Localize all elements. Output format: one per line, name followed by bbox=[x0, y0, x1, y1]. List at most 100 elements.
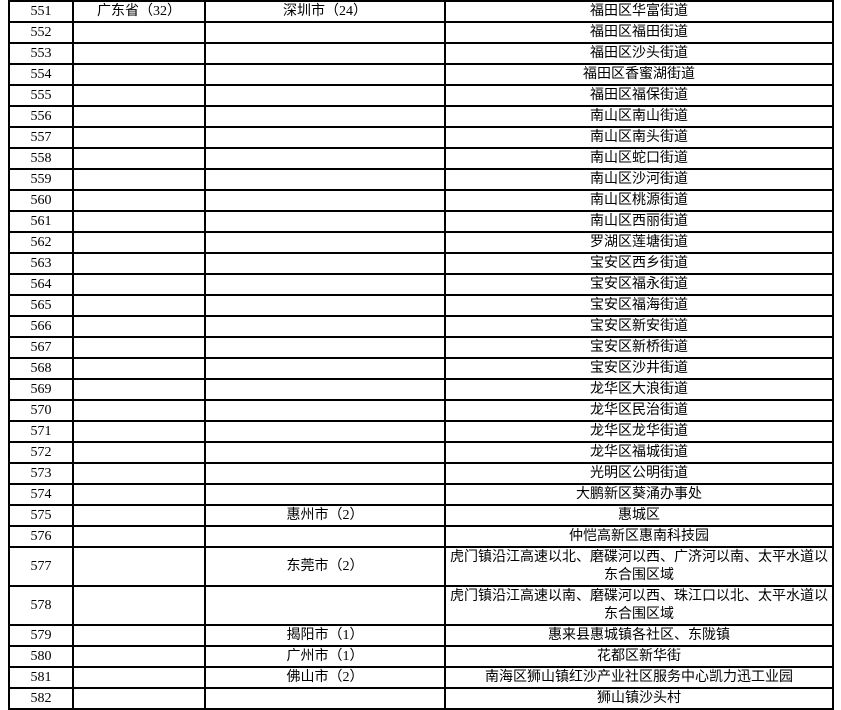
row-index-cell: 552 bbox=[8, 21, 74, 44]
table-row: 561 南山区西丽街道 bbox=[8, 210, 834, 233]
area-cell: 大鹏新区葵涌办事处 bbox=[444, 483, 834, 506]
row-index-cell: 568 bbox=[8, 357, 74, 380]
table-row: 570 龙华区民治街道 bbox=[8, 399, 834, 422]
city-cell bbox=[204, 357, 446, 380]
province-cell bbox=[72, 441, 206, 464]
province-cell bbox=[72, 666, 206, 689]
row-index-cell: 582 bbox=[8, 687, 74, 710]
table-row: 556 南山区南山街道 bbox=[8, 105, 834, 128]
area-cell: 宝安区新安街道 bbox=[444, 315, 834, 338]
table-row: 565 宝安区福海街道 bbox=[8, 294, 834, 317]
row-index-cell: 570 bbox=[8, 399, 74, 422]
area-cell: 南山区南山街道 bbox=[444, 105, 834, 128]
province-cell bbox=[72, 21, 206, 44]
city-cell bbox=[204, 168, 446, 191]
table-row: 575 惠州市（2） 惠城区 bbox=[8, 504, 834, 527]
row-index-cell: 567 bbox=[8, 336, 74, 359]
row-index-cell: 580 bbox=[8, 645, 74, 668]
row-index-cell: 558 bbox=[8, 147, 74, 170]
city-cell: 深圳市（24） bbox=[204, 0, 446, 23]
table-row: 572 龙华区福城街道 bbox=[8, 441, 834, 464]
province-cell bbox=[72, 645, 206, 668]
row-index-cell: 556 bbox=[8, 105, 74, 128]
area-cell: 宝安区新桥街道 bbox=[444, 336, 834, 359]
row-index-cell: 551 bbox=[8, 0, 74, 23]
city-cell: 广州市（1） bbox=[204, 645, 446, 668]
row-index-cell: 553 bbox=[8, 42, 74, 65]
city-cell bbox=[204, 42, 446, 65]
area-cell: 南山区西丽街道 bbox=[444, 210, 834, 233]
area-cell: 花都区新华街 bbox=[444, 645, 834, 668]
row-index-cell: 571 bbox=[8, 420, 74, 443]
province-cell bbox=[72, 624, 206, 647]
area-cell: 南山区沙河街道 bbox=[444, 168, 834, 191]
city-cell bbox=[204, 441, 446, 464]
area-cell: 南海区狮山镇红沙产业社区服务中心凯力迅工业园 bbox=[444, 666, 834, 689]
table-row: 581 佛山市（2） 南海区狮山镇红沙产业社区服务中心凯力迅工业园 bbox=[8, 666, 834, 689]
region-list-table: 551 广东省（32） 深圳市（24） 福田区华富街道 552 福田区福田街道 553 福田区… bbox=[8, 0, 834, 710]
area-cell: 惠来县惠城镇各社区、东陇镇 bbox=[444, 624, 834, 647]
province-cell bbox=[72, 546, 206, 587]
city-cell bbox=[204, 336, 446, 359]
province-cell: 广东省（32） bbox=[72, 0, 206, 23]
area-cell: 福田区华富街道 bbox=[444, 0, 834, 23]
table-row: 562 罗湖区莲塘街道 bbox=[8, 231, 834, 254]
province-cell bbox=[72, 189, 206, 212]
province-cell bbox=[72, 336, 206, 359]
city-cell bbox=[204, 147, 446, 170]
row-index-cell: 581 bbox=[8, 666, 74, 689]
table-row: 578 虎门镇沿江高速以南、磨碟河以西、珠江口以北、太平水道以东合围区域 bbox=[8, 585, 834, 626]
table-row: 580 广州市（1） 花都区新华街 bbox=[8, 645, 834, 668]
table-row: 564 宝安区福永街道 bbox=[8, 273, 834, 296]
row-index-cell: 560 bbox=[8, 189, 74, 212]
table-row: 555 福田区福保街道 bbox=[8, 84, 834, 107]
row-index-cell: 569 bbox=[8, 378, 74, 401]
area-cell: 宝安区福海街道 bbox=[444, 294, 834, 317]
province-cell bbox=[72, 504, 206, 527]
row-index-cell: 557 bbox=[8, 126, 74, 149]
province-cell bbox=[72, 315, 206, 338]
table-row: 569 龙华区大浪街道 bbox=[8, 378, 834, 401]
table-row: 554 福田区香蜜湖街道 bbox=[8, 63, 834, 86]
city-cell bbox=[204, 420, 446, 443]
area-cell: 福田区福保街道 bbox=[444, 84, 834, 107]
row-index-cell: 554 bbox=[8, 63, 74, 86]
row-index-cell: 575 bbox=[8, 504, 74, 527]
area-cell: 龙华区福城街道 bbox=[444, 441, 834, 464]
province-cell bbox=[72, 252, 206, 275]
row-index-cell: 577 bbox=[8, 546, 74, 587]
row-index-cell: 561 bbox=[8, 210, 74, 233]
province-cell bbox=[72, 126, 206, 149]
province-cell bbox=[72, 84, 206, 107]
province-cell bbox=[72, 42, 206, 65]
row-index-cell: 562 bbox=[8, 231, 74, 254]
city-cell bbox=[204, 63, 446, 86]
table-row: 553 福田区沙头街道 bbox=[8, 42, 834, 65]
area-cell: 宝安区福永街道 bbox=[444, 273, 834, 296]
table-row: 560 南山区桃源街道 bbox=[8, 189, 834, 212]
province-cell bbox=[72, 168, 206, 191]
row-index-cell: 559 bbox=[8, 168, 74, 191]
table-row: 571 龙华区龙华街道 bbox=[8, 420, 834, 443]
city-cell bbox=[204, 273, 446, 296]
province-cell bbox=[72, 525, 206, 548]
province-cell bbox=[72, 378, 206, 401]
table-row: 558 南山区蛇口街道 bbox=[8, 147, 834, 170]
area-cell: 福田区福田街道 bbox=[444, 21, 834, 44]
row-index-cell: 564 bbox=[8, 273, 74, 296]
province-cell bbox=[72, 231, 206, 254]
city-cell: 佛山市（2） bbox=[204, 666, 446, 689]
province-cell bbox=[72, 357, 206, 380]
city-cell: 惠州市（2） bbox=[204, 504, 446, 527]
area-cell: 南山区桃源街道 bbox=[444, 189, 834, 212]
table-row: 582 狮山镇沙头村 bbox=[8, 687, 834, 710]
city-cell bbox=[204, 189, 446, 212]
table-row: 576 仲恺高新区惠南科技园 bbox=[8, 525, 834, 548]
city-cell bbox=[204, 252, 446, 275]
table-row: 552 福田区福田街道 bbox=[8, 21, 834, 44]
city-cell bbox=[204, 585, 446, 626]
city-cell bbox=[204, 525, 446, 548]
row-index-cell: 574 bbox=[8, 483, 74, 506]
area-cell: 惠城区 bbox=[444, 504, 834, 527]
area-cell: 狮山镇沙头村 bbox=[444, 687, 834, 710]
